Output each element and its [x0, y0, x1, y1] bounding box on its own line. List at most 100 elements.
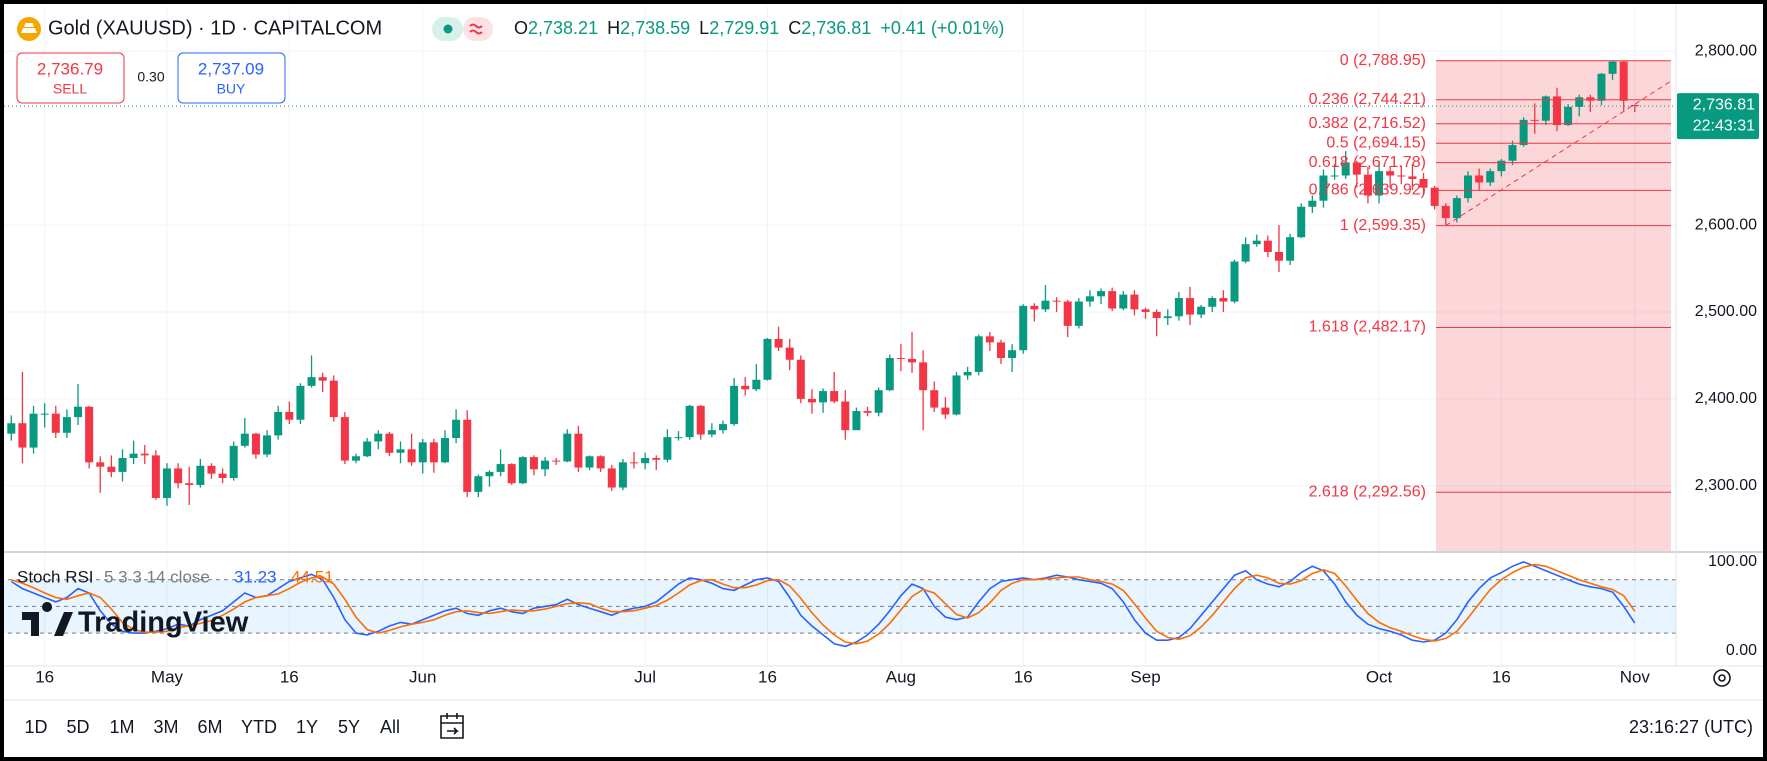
symbol-logo-bars — [21, 23, 37, 33]
sell-price[interactable]: 2,736.79 — [37, 59, 103, 78]
candle-body — [140, 453, 149, 456]
candle-body — [385, 433, 394, 453]
range-button[interactable]: 5D — [66, 717, 89, 737]
candle-body — [1219, 298, 1228, 302]
candle-body — [1030, 305, 1039, 310]
candle-body — [752, 379, 761, 390]
range-button[interactable]: 1D — [24, 717, 47, 737]
candle-body — [541, 460, 550, 470]
candle-body — [62, 417, 71, 433]
indicator-line — [10, 561, 1636, 648]
axis-settings[interactable] — [1713, 669, 1731, 687]
candle-body — [1097, 291, 1106, 297]
candle-body — [429, 442, 438, 463]
candle-body — [340, 417, 349, 461]
indicator-params: 5 3 3 14 close — [104, 567, 210, 586]
sell-button[interactable]: 2,736.79 SELL — [16, 52, 125, 104]
range-button[interactable]: 6M — [197, 717, 222, 737]
candle-body — [585, 456, 594, 468]
candle-body — [1108, 291, 1117, 309]
ohlc-key: C — [788, 18, 801, 38]
candle-body — [1186, 298, 1195, 315]
indicator-title[interactable]: Stoch RSI — [17, 567, 94, 586]
buy-box[interactable] — [177, 52, 286, 104]
candle-body — [1208, 298, 1217, 307]
symbol-title[interactable]: Gold (XAUUSD) · 1D · CAPITALCOM — [48, 17, 382, 39]
last-price-box — [1677, 93, 1759, 140]
fib-label: 0.786 (2,639.92) — [1309, 182, 1426, 199]
candle-body — [329, 380, 338, 418]
candle-body — [1586, 97, 1595, 101]
y-tick-label: 0.00 — [1726, 642, 1757, 659]
candle-body — [396, 449, 405, 453]
countdown: 22:43:31 — [1693, 117, 1755, 134]
candle-body — [863, 411, 872, 413]
last-price-label: 2,736.81 — [1693, 96, 1755, 113]
candle-body — [1241, 244, 1250, 262]
fib-label: 2.618 (2,292.56) — [1309, 483, 1426, 500]
sell-box[interactable] — [16, 52, 125, 104]
fib-label: 0.236 (2,744.21) — [1309, 91, 1426, 108]
candle-body — [1197, 306, 1206, 315]
candle-body — [1063, 301, 1072, 326]
x-tick-label: May — [151, 667, 184, 686]
ohlc-key: L — [699, 18, 709, 38]
candle-body — [941, 407, 950, 415]
candle-body — [274, 411, 283, 436]
x-tick-label: 16 — [1492, 667, 1511, 686]
spread: 0.30 — [137, 69, 164, 85]
range-button[interactable]: 3M — [153, 717, 178, 737]
go-to-date[interactable] — [440, 713, 464, 739]
candle-body — [1519, 119, 1528, 146]
candle-body — [1319, 175, 1328, 201]
data-status[interactable] — [463, 17, 493, 41]
candle-body — [807, 398, 816, 403]
candle-body — [1252, 240, 1261, 245]
candle-body — [74, 406, 83, 418]
candle-body — [1619, 61, 1628, 101]
candle-body — [674, 437, 683, 439]
candle-body — [1019, 305, 1028, 351]
candle-body — [463, 419, 472, 492]
candle-body — [352, 456, 361, 461]
candle-body — [885, 358, 894, 391]
y-tick-label: 2,600.00 — [1695, 216, 1757, 233]
buy-label[interactable]: BUY — [217, 81, 246, 97]
candle-body — [374, 433, 383, 442]
candle-body — [307, 377, 316, 386]
candle-body — [874, 390, 883, 413]
range-button[interactable]: 1M — [109, 717, 134, 737]
range-button[interactable]: YTD — [241, 717, 277, 737]
range-button[interactable]: 1Y — [296, 717, 318, 737]
candle-body — [229, 445, 238, 478]
buy-price[interactable]: 2,737.09 — [198, 59, 264, 78]
x-tick-label: Sep — [1130, 667, 1160, 686]
candle-body — [1541, 96, 1550, 121]
candle-body — [718, 424, 727, 431]
range-button[interactable]: All — [380, 717, 400, 737]
candle-body — [218, 473, 227, 478]
settings-icon[interactable] — [1713, 669, 1731, 687]
sell-label[interactable]: SELL — [53, 81, 87, 97]
x-tick-label: Nov — [1620, 667, 1651, 686]
candle-body — [207, 465, 216, 474]
candle-body — [1597, 73, 1606, 101]
candle-body — [952, 375, 961, 415]
buy-button[interactable]: 2,737.09 BUY — [177, 52, 286, 104]
candle-body — [18, 423, 27, 448]
ohlc-value: 2,736.81 — [801, 18, 871, 38]
candle-body — [363, 441, 372, 457]
x-tick-label: 16 — [280, 667, 299, 686]
candle-body — [407, 449, 416, 463]
range-button[interactable]: 5Y — [338, 717, 360, 737]
candle-body — [1008, 350, 1017, 359]
candle-body — [29, 413, 38, 448]
candle-body — [685, 405, 694, 438]
candle-body — [1508, 145, 1517, 161]
candle-body — [1308, 200, 1317, 207]
candle-body — [707, 430, 716, 435]
clock[interactable]: 23:16:27 (UTC) — [1629, 717, 1753, 737]
candle-body — [763, 338, 772, 380]
ohlc-key: H — [607, 18, 620, 38]
